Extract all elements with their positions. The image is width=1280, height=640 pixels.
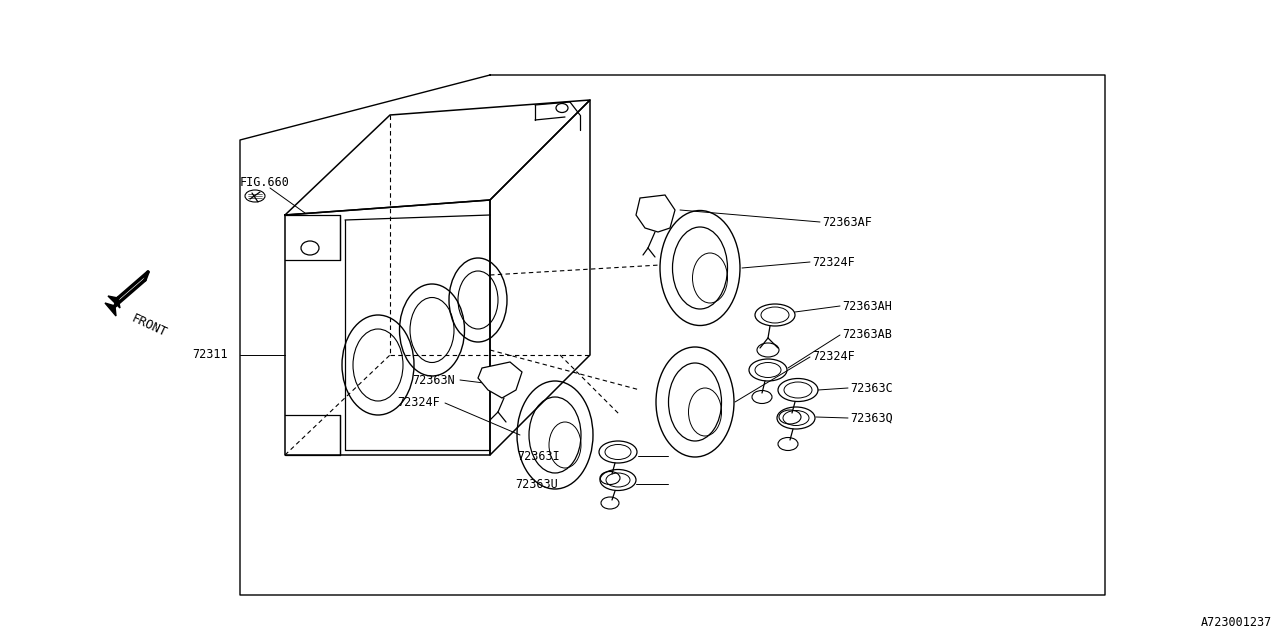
Polygon shape: [108, 296, 120, 308]
Text: 72363N: 72363N: [412, 374, 454, 387]
Text: 72324F: 72324F: [812, 255, 855, 269]
Text: FRONT: FRONT: [129, 312, 169, 340]
Text: 72363AF: 72363AF: [822, 216, 872, 228]
Text: 72363AH: 72363AH: [842, 300, 892, 312]
Text: 72363U: 72363U: [516, 477, 558, 490]
Text: 72311: 72311: [192, 349, 228, 362]
Polygon shape: [636, 195, 675, 232]
Text: 72324F: 72324F: [812, 351, 855, 364]
Polygon shape: [105, 303, 116, 316]
Text: 72363I: 72363I: [517, 449, 561, 463]
Text: FIG.660: FIG.660: [241, 175, 289, 189]
Text: 72363C: 72363C: [850, 381, 892, 394]
Polygon shape: [477, 362, 522, 398]
Text: 72324F: 72324F: [397, 397, 440, 410]
Text: 72363Q: 72363Q: [850, 412, 892, 424]
Text: 72363AB: 72363AB: [842, 328, 892, 342]
Text: A723001237: A723001237: [1201, 616, 1272, 628]
